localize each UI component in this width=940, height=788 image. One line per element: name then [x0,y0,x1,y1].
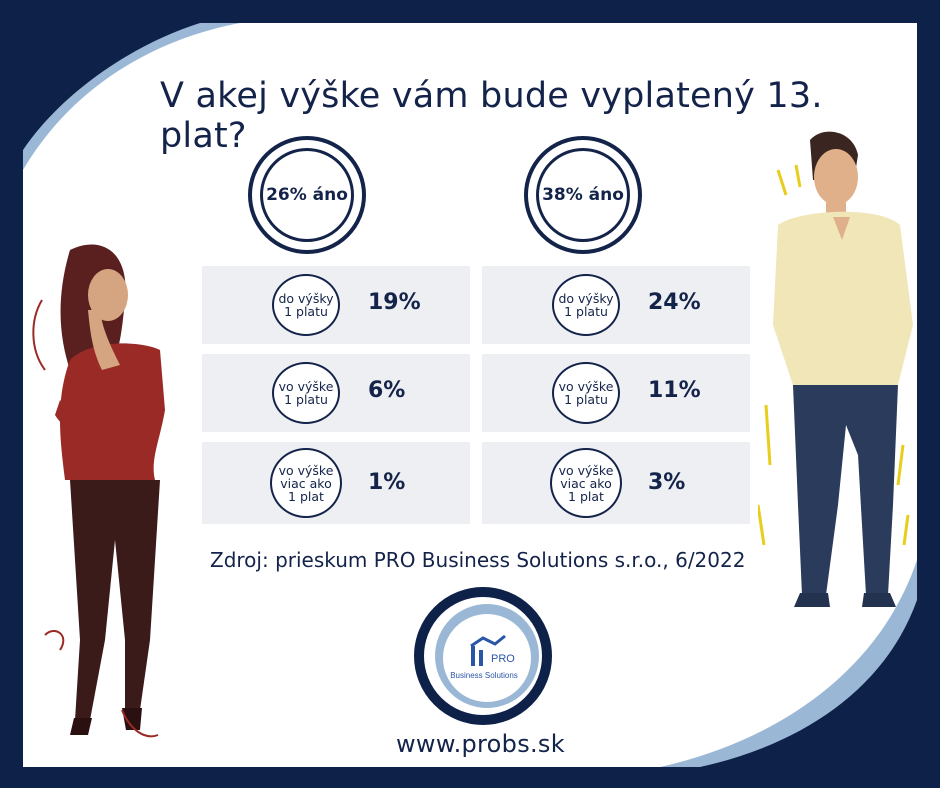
company-logo[interactable]: PRO Business Solutions [413,586,553,726]
row-percent: 1% [368,470,406,495]
logo-brand: PRO [491,653,515,665]
row-percent: 6% [368,378,406,403]
row-percent: 24% [648,290,701,315]
row-percent: 11% [648,378,701,403]
left-row: vo výške viac ako 1 plat 1% [202,442,470,524]
right-row: vo výške viac ako 1 plat 3% [482,442,750,524]
left-total-label: 26% áno [260,148,354,242]
row-badge: vo výške 1 platu [272,362,340,424]
right-total-label: 38% áno [536,148,630,242]
left-total-ring: 26% áno [248,136,366,254]
row-badge: do výšky 1 platu [272,274,340,336]
page-title: V akej výške vám bude vyplatený 13. plat… [160,76,823,156]
left-row: do výšky 1 platu 19% [202,266,470,344]
logo-emblem: PRO Business Solutions [414,587,552,725]
source-note: Zdroj: prieskum PRO Business Solutions s… [210,548,746,572]
woman-illustration [32,244,165,738]
right-total-ring: 38% áno [524,136,642,254]
left-row: vo výške 1 platu 6% [202,354,470,432]
row-percent: 3% [648,470,686,495]
row-badge: vo výške viac ako 1 plat [550,448,622,518]
row-badge: do výšky 1 platu [552,274,620,336]
row-badge: vo výške 1 platu [552,362,620,424]
website-link[interactable]: www.probs.sk [396,730,565,758]
man-illustration [758,131,913,607]
row-percent: 19% [368,290,421,315]
row-badge: vo výške viac ako 1 plat [270,448,342,518]
logo-name: Business Solutions [450,671,518,680]
right-row: do výšky 1 platu 24% [482,266,750,344]
right-row: vo výške 1 platu 11% [482,354,750,432]
